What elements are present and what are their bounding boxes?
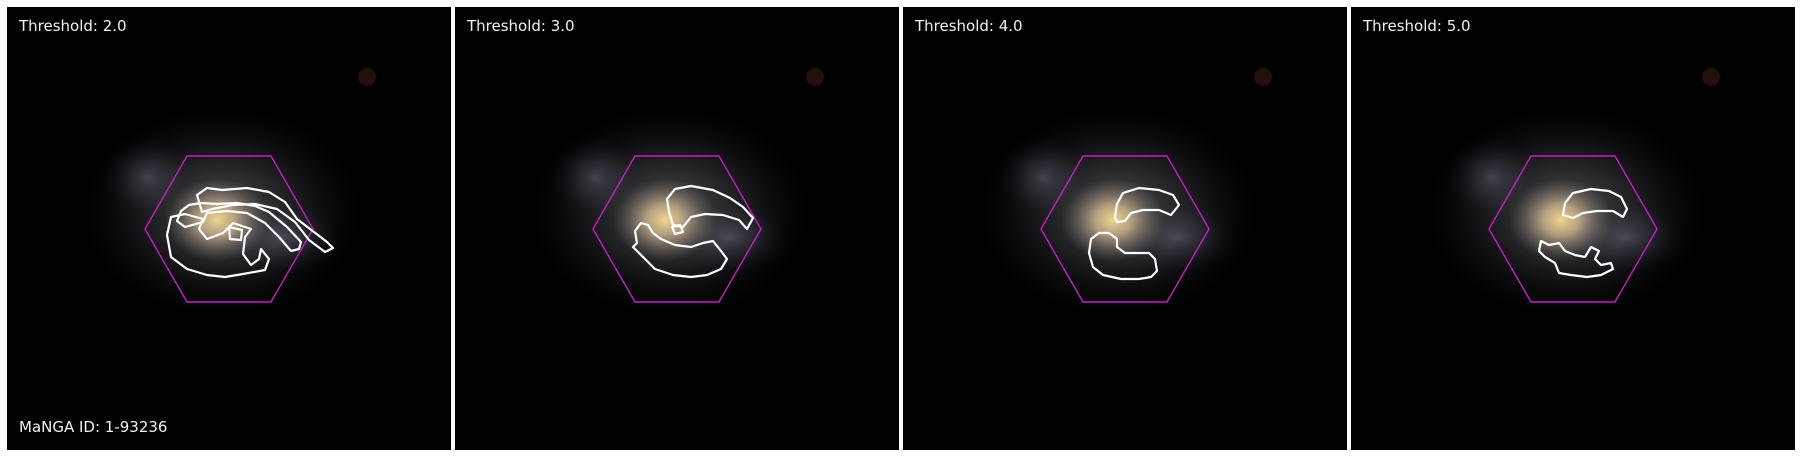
galaxy-image: [978, 68, 1272, 317]
manga-id-label: MaNGA ID: 1-93236: [19, 418, 168, 436]
galaxy-image: [530, 68, 824, 317]
panel-threshold-3: Threshold: 3.0: [455, 7, 899, 450]
contour-lower-arm: [1537, 239, 1615, 279]
galaxy-image: [1426, 68, 1720, 317]
threshold-label: Threshold: 2.0: [19, 17, 127, 35]
ifu-hexagon: [592, 155, 762, 303]
panel-threshold-5: Threshold: 5.0: [1351, 7, 1795, 450]
contour-upper-arm: [665, 184, 755, 231]
contour-upper-arm: [1113, 186, 1181, 224]
contour-lower-arm: [631, 221, 729, 279]
panel-threshold-4: Threshold: 4.0: [903, 7, 1347, 450]
contour-upper-arm: [1561, 187, 1629, 220]
ifu-hexagon: [1488, 155, 1658, 303]
contour-lower-arm: [165, 212, 271, 279]
threshold-label: Threshold: 5.0: [1363, 17, 1471, 35]
panel-threshold-2: Threshold: 2.0 MaNGA ID: 1-93236: [7, 7, 451, 450]
ifu-hexagon: [1040, 155, 1210, 303]
threshold-label: Threshold: 4.0: [915, 17, 1023, 35]
galaxy-image: [82, 68, 376, 317]
threshold-label: Threshold: 3.0: [467, 17, 575, 35]
ifu-hexagon: [144, 155, 314, 303]
contour-upper-arm: [175, 186, 335, 254]
contour-lower-arm: [1087, 231, 1159, 281]
